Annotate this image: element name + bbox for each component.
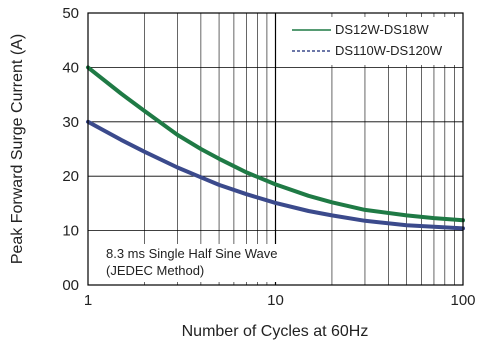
legend-label-ds110w-ds120w: DS110W-DS120W xyxy=(335,43,443,58)
annotation-background xyxy=(102,244,302,282)
y-tick-label: 00 xyxy=(62,277,79,294)
y-tick-label: 40 xyxy=(62,59,79,76)
y-tick-label: 20 xyxy=(62,168,79,185)
y-tick-label: 50 xyxy=(62,5,79,22)
plot-frame xyxy=(87,12,464,286)
y-axis-title: Peak Forward Surge Current (A) xyxy=(9,34,26,264)
y-tick-label: 30 xyxy=(62,114,79,131)
y-tick-label: 10 xyxy=(62,223,79,240)
series-lines xyxy=(86,65,465,231)
legend-label-ds12w-ds18w: DS12W-DS18W xyxy=(335,22,429,37)
series-line-ds12w-ds18w xyxy=(86,65,465,223)
annotation-line-1: 8.3 ms Single Half Sine Wave xyxy=(106,246,277,261)
legend-background xyxy=(290,17,462,65)
annotation-line-2: (JEDEC Method) xyxy=(106,263,204,278)
annotation-box: 8.3 ms Single Half Sine Wave (JEDEC Meth… xyxy=(102,244,302,282)
legend: DS12W-DS18W DS110W-DS120W xyxy=(290,17,462,65)
x-tick-label: 10 xyxy=(267,292,284,309)
x-axis-title: Number of Cycles at 60Hz xyxy=(182,323,369,340)
series-line-ds110w-ds120w xyxy=(86,119,465,231)
x-tick-label: 1 xyxy=(84,292,92,309)
x-tick-label: 100 xyxy=(450,292,475,309)
tick-labels: 00 10 20 30 40 50 1 10 100 xyxy=(62,5,475,309)
